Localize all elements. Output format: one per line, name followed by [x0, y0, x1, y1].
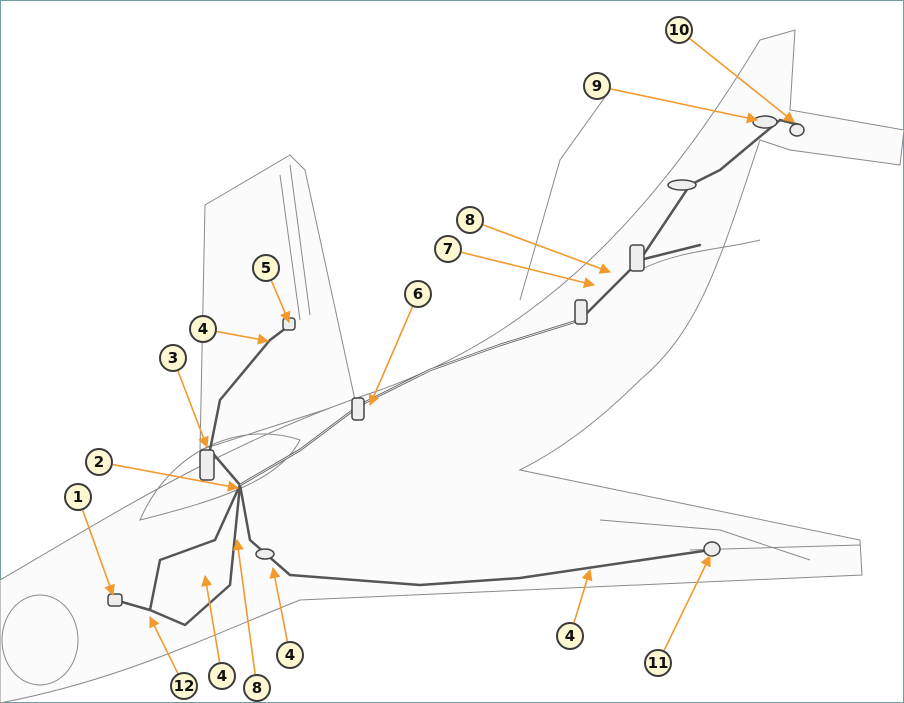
callout-number: 8	[252, 679, 262, 697]
callout-number: 5	[261, 259, 271, 277]
callout-number: 4	[198, 320, 208, 338]
callout-number: 6	[413, 285, 423, 303]
control-linkage-diagram: 1234567891041112484	[0, 0, 904, 703]
callout-number: 1	[73, 488, 83, 506]
callout-number: 4	[285, 646, 295, 664]
callout-number: 12	[174, 677, 195, 695]
callout-number: 8	[465, 211, 475, 229]
callout-number: 10	[669, 21, 690, 39]
callout-number: 4	[217, 667, 227, 685]
callout-number: 3	[168, 349, 178, 367]
callout-number: 11	[648, 654, 669, 672]
callout-number: 7	[443, 240, 453, 258]
callout-number: 2	[94, 453, 104, 471]
callout-number: 4	[565, 627, 575, 645]
callout-number: 9	[592, 77, 602, 95]
diagram-frame: 1234567891041112484	[0, 0, 904, 703]
